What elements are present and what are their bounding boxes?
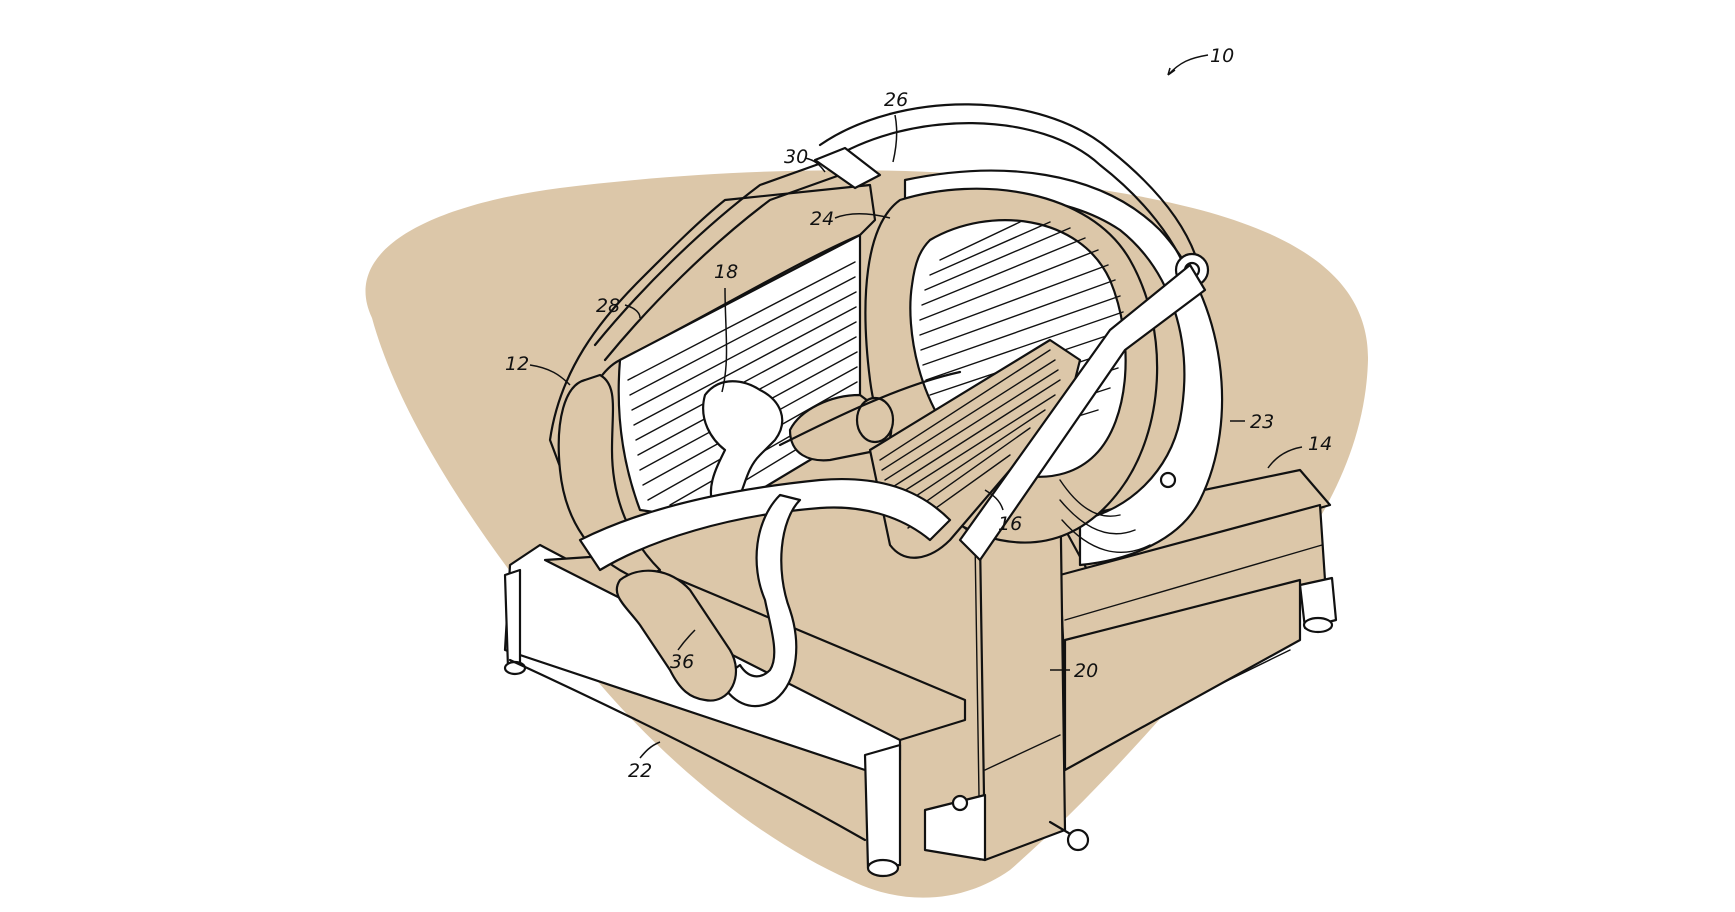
ref-20: 20 bbox=[1074, 660, 1098, 682]
leader-24 bbox=[834, 213, 891, 219]
column-bolt bbox=[951, 794, 969, 812]
reference-numerals: 10 12 14 16 18 20 22 23 24 26 28 30 36 bbox=[505, 45, 1332, 782]
gauge-plate-hatching bbox=[879, 349, 1061, 529]
front-leg bbox=[863, 743, 902, 870]
leader-12 bbox=[529, 364, 571, 386]
pusher-body bbox=[702, 380, 784, 512]
front-foot-pad bbox=[866, 858, 900, 878]
right-foot bbox=[1298, 576, 1338, 630]
carriage-lower-bar bbox=[578, 477, 952, 572]
ref-10: 10 bbox=[1210, 45, 1234, 67]
leader-22 bbox=[639, 741, 661, 759]
ref-24: 24 bbox=[810, 208, 834, 230]
tray-top-rail-2 bbox=[603, 173, 842, 362]
ref-14: 14 bbox=[1308, 433, 1332, 455]
ref-22: 22 bbox=[628, 760, 652, 782]
blade-hub-arc-1 bbox=[1059, 479, 1121, 517]
ref-26: 26 bbox=[884, 89, 908, 111]
leader-36 bbox=[677, 629, 696, 651]
pusher-arm bbox=[778, 370, 962, 447]
right-housing-line-1 bbox=[1064, 544, 1323, 621]
leader-28 bbox=[624, 304, 641, 319]
knob-stem bbox=[1048, 820, 1074, 837]
ref-36: 36 bbox=[670, 651, 694, 673]
ref-12: 12 bbox=[505, 353, 529, 375]
ref-23: 23 bbox=[1250, 411, 1274, 433]
ref-28: 28 bbox=[596, 295, 620, 317]
column-panel-line bbox=[984, 734, 1061, 771]
food-pusher bbox=[702, 370, 962, 512]
tray-top-rail bbox=[593, 158, 832, 347]
left-foot bbox=[503, 568, 522, 670]
base-housing bbox=[503, 468, 1338, 878]
carriage-handle bbox=[578, 477, 952, 708]
right-foot-pad bbox=[1302, 616, 1334, 634]
blade-hub-arc-3 bbox=[1061, 519, 1151, 553]
carriage-arm bbox=[958, 263, 1207, 562]
handle-grip bbox=[615, 569, 738, 702]
ref-18: 18 bbox=[714, 261, 738, 283]
leader-lines bbox=[529, 54, 1303, 759]
leader-18 bbox=[721, 287, 728, 393]
ref-30: 30 bbox=[784, 146, 808, 168]
right-housing-lower bbox=[1063, 578, 1302, 772]
leader-30 bbox=[804, 157, 826, 173]
base-bottom-edge bbox=[508, 658, 867, 842]
pusher-knob bbox=[855, 396, 895, 444]
blade-screw bbox=[1159, 471, 1177, 489]
tray-handle bbox=[813, 146, 882, 190]
blade-hub-arc-2 bbox=[1059, 499, 1136, 535]
blade-guard-arc bbox=[818, 103, 1202, 272]
ref-16: 16 bbox=[998, 513, 1022, 535]
left-foot-pad bbox=[503, 660, 527, 676]
leader-26 bbox=[892, 114, 898, 163]
leader-10 bbox=[1167, 54, 1209, 76]
adjustment-knob bbox=[1066, 828, 1090, 852]
leader-14 bbox=[1267, 446, 1303, 469]
blade-guard-arc-inner bbox=[828, 122, 1190, 277]
leader-16 bbox=[984, 489, 1004, 511]
blade-outer-ring bbox=[903, 169, 1224, 567]
